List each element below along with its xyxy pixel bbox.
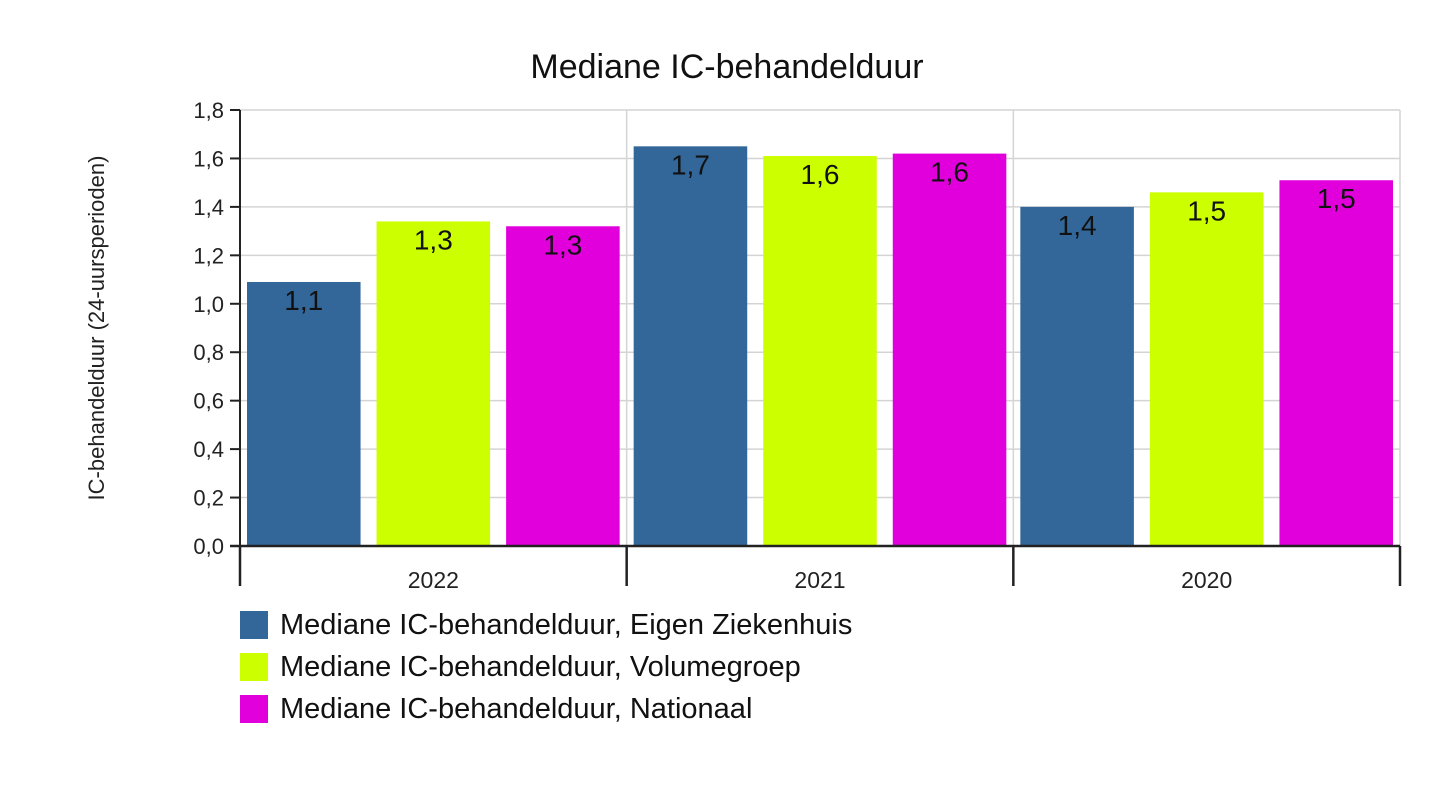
legend-item: Mediane IC-behandelduur, Nationaal (240, 688, 852, 730)
bar (763, 156, 877, 546)
y-tick-label: 0,4 (193, 437, 224, 462)
y-tick-label: 1,0 (193, 292, 224, 317)
bar-data-label: 1,3 (543, 229, 582, 260)
bar-data-label: 1,5 (1187, 195, 1226, 226)
y-axis-label: IC-behandelduur (24-uursperioden) (84, 156, 109, 501)
axis-layer: 0,0 0,2 0,4 0,6 0,8 1,0 1,2 1,4 1,6 1,8 2022 2021 20… (193, 98, 1402, 593)
legend-item: Mediane IC-behandelduur, Eigen Ziekenhui… (240, 604, 852, 646)
bar-data-label: 1,1 (284, 285, 323, 316)
bar-data-label: 1,3 (414, 224, 453, 255)
bar-data-label: 1,4 (1058, 210, 1097, 241)
bar (892, 153, 1007, 546)
legend-swatch (240, 611, 268, 639)
bar-layer: 1,1 1,7 1,4 1,3 1,6 1,5 1,3 1,6 1,5 (247, 146, 1393, 547)
y-tick-label: 1,8 (193, 98, 224, 123)
chart-title: Mediane IC-behandelduur (530, 48, 923, 86)
y-tick-label: 1,4 (193, 195, 224, 220)
bar (1279, 180, 1393, 546)
y-tick-label: 1,2 (193, 243, 224, 268)
bar-data-label: 1,5 (1317, 183, 1356, 214)
legend-label: Mediane IC-behandelduur, Volumegroep (280, 650, 801, 683)
y-tick-label: 0,0 (193, 534, 224, 559)
bar (1020, 206, 1134, 546)
y-tick-label: 0,2 (193, 486, 224, 511)
bar (376, 221, 491, 546)
legend: Mediane IC-behandelduur, Eigen Ziekenhui… (240, 604, 852, 730)
bar-data-label: 1,7 (671, 149, 710, 180)
legend-label: Mediane IC-behandelduur, Nationaal (280, 692, 753, 725)
y-tick-label: 1,6 (193, 146, 224, 171)
x-tick-label: 2020 (1181, 567, 1232, 593)
bar-data-label: 1,6 (930, 157, 969, 188)
x-tick-label: 2021 (794, 567, 845, 593)
y-tick-label: 0,8 (193, 340, 224, 365)
x-tick-label: 2022 (408, 567, 459, 593)
legend-swatch (240, 653, 268, 681)
bar (633, 146, 748, 547)
bar-chart: Mediane IC-behandelduur IC-behandelduur … (84, 48, 1402, 593)
bar (247, 281, 361, 546)
y-tick-label: 0,6 (193, 389, 224, 414)
legend-swatch (240, 695, 268, 723)
legend-label: Mediane IC-behandelduur, Eigen Ziekenhui… (280, 608, 853, 641)
bar-data-label: 1,6 (801, 159, 840, 190)
legend-item: Mediane IC-behandelduur, Volumegroep (240, 646, 852, 688)
bar (506, 226, 620, 546)
bar (1149, 192, 1264, 546)
